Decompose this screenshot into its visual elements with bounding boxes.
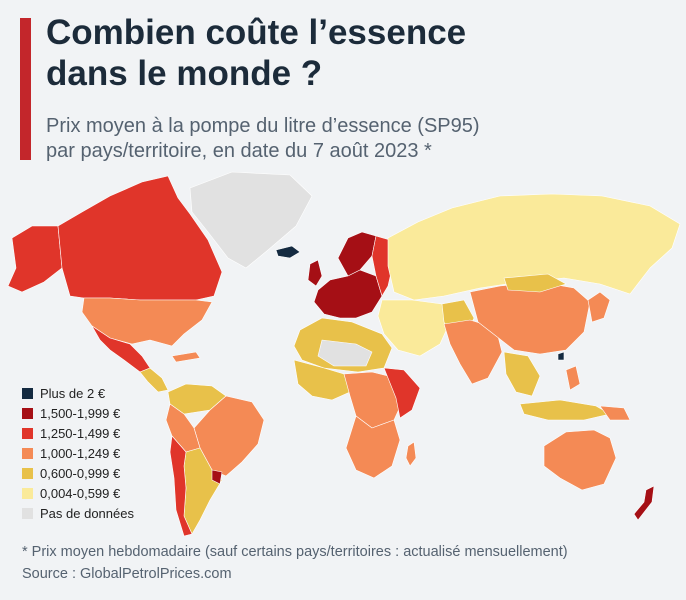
chart-title: Combien coûte l’essence dans le monde ? [46, 12, 666, 94]
title-accent-bar [20, 18, 31, 160]
legend-label: Plus de 2 € [40, 385, 106, 401]
legend-swatch [22, 407, 33, 419]
region-mongolia [503, 273, 567, 293]
legend-swatch [22, 447, 33, 459]
region-uk [307, 259, 323, 287]
region-philippines [565, 365, 581, 391]
legend-item: 0,004-0,599 € [22, 483, 134, 503]
legend-label: 1,000-1,249 € [40, 445, 121, 461]
region-australia [543, 429, 617, 491]
legend-swatch [22, 387, 33, 399]
legend-item: Pas de données [22, 503, 134, 523]
legend-label: 0,600-0,999 € [40, 465, 121, 481]
region-sahara [317, 339, 373, 367]
title-line-1: Combien coûte l’essence [46, 13, 467, 52]
region-indonesia [519, 399, 611, 421]
region-chile [169, 435, 193, 537]
legend-item: 1,000-1,249 € [22, 443, 134, 463]
region-central-america [139, 367, 169, 393]
region-southern-africa [345, 415, 401, 479]
region-hong-kong [557, 351, 565, 361]
legend-swatch [22, 427, 33, 439]
legend-label: 1,250-1,499 € [40, 425, 121, 441]
map-legend: Plus de 2 € 1,500-1,999 € 1,250-1,499 € … [22, 383, 134, 523]
subtitle-line-1: Prix moyen à la pompe du litre d’essence… [46, 115, 480, 137]
region-alaska [7, 225, 63, 293]
world-map [0, 168, 686, 540]
region-madagascar [405, 441, 417, 467]
legend-label: Pas de données [40, 505, 134, 521]
region-japan-korea [587, 291, 611, 323]
region-russia [387, 193, 681, 301]
legend-label: 0,004-0,599 € [40, 485, 121, 501]
legend-item: Plus de 2 € [22, 383, 134, 403]
legend-item: 1,250-1,499 € [22, 423, 134, 443]
legend-swatch [22, 467, 33, 479]
legend-label: 1,500-1,999 € [40, 405, 121, 421]
region-middle-east [377, 299, 451, 357]
region-west-africa [293, 359, 351, 401]
footnote: * Prix moyen hebdomadaire (sauf certains… [22, 544, 568, 560]
title-line-2: dans le monde ? [46, 54, 323, 93]
legend-swatch [22, 487, 33, 499]
region-europe [313, 269, 383, 319]
source-credit: Source : GlobalPetrolPrices.com [22, 566, 232, 582]
region-papua [599, 405, 631, 421]
region-east-africa [383, 367, 421, 419]
subtitle-line-2: par pays/territoire, en date du 7 août 2… [46, 140, 432, 162]
region-caribbean [171, 351, 201, 363]
region-canada [57, 175, 223, 301]
region-new-zealand [633, 485, 655, 521]
region-uruguay [211, 469, 223, 485]
region-greenland [189, 171, 313, 269]
region-iceland [275, 245, 301, 259]
region-southeast-asia [503, 351, 541, 397]
region-scandinavia [337, 231, 377, 277]
legend-swatch [22, 507, 33, 519]
legend-item: 1,500-1,999 € [22, 403, 134, 423]
legend-item: 0,600-0,999 € [22, 463, 134, 483]
world-map-svg [7, 171, 681, 537]
chart-subtitle: Prix moyen à la pompe du litre d’essence… [46, 114, 666, 164]
